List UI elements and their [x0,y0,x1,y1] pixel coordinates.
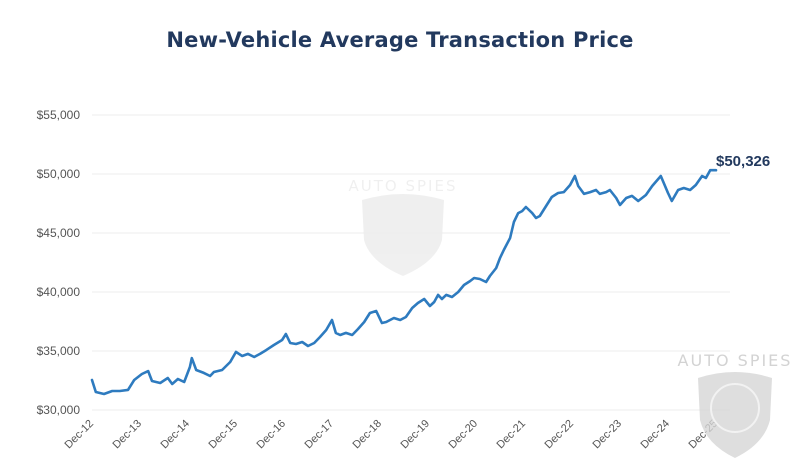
x-tick-label: Dec-23 [591,418,625,452]
y-tick-label: $30,000 [37,403,81,417]
watermark-text: AUTO SPIES [349,177,458,195]
y-tick-label: $35,000 [37,344,81,358]
x-tick-label: Dec-16 [255,418,289,452]
y-tick-label: $45,000 [37,226,81,240]
chart-title: New-Vehicle Average Transaction Price [166,28,634,52]
end-value-label: $50,326 [716,153,770,170]
x-tick-label: Dec-12 [63,418,97,452]
x-tick-label: Dec-22 [543,418,577,452]
x-tick-label: Dec-18 [351,418,385,452]
x-tick-label: Dec-21 [495,418,529,452]
shield-globe-icon [362,194,444,276]
globe-icon [710,383,760,433]
x-tick-label: Dec-19 [399,418,433,452]
x-tick-label: Dec-20 [447,418,481,452]
watermark-corner-text: AUTO SPIES [678,351,793,370]
x-tick-label: Dec-13 [111,418,145,452]
y-tick-label: $40,000 [37,285,81,299]
x-tick-label: Dec-24 [639,418,673,452]
x-tick-label: Dec-14 [159,418,193,452]
y-tick-label: $50,000 [37,167,81,181]
watermark-corner: AUTO SPIES [678,351,793,458]
x-tick-label: Dec-17 [303,418,337,452]
x-tick-label: Dec-15 [207,418,241,452]
watermark-center: AUTO SPIES [349,177,458,276]
y-axis: $30,000 $35,000 $40,000 $45,000 $50,000 $55,0… [37,108,81,417]
y-tick-label: $55,000 [37,108,81,122]
x-axis: Dec-12 Dec-13 Dec-14 Dec-15 Dec-16 Dec-17 Dec-… [63,418,721,452]
series-line [90,168,718,396]
gridlines [92,114,730,411]
